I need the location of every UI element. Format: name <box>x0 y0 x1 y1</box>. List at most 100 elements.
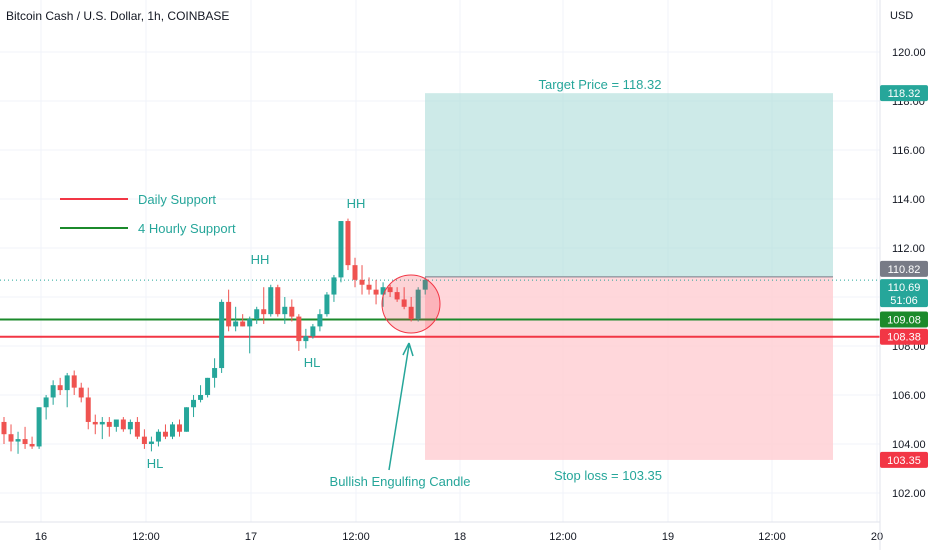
price-tick-label: 102.00 <box>892 488 926 500</box>
candle <box>303 336 309 342</box>
price-badge-label: 108.38 <box>887 332 921 344</box>
legend: Daily Support 4 Hourly Support <box>60 192 236 236</box>
candle <box>261 309 267 315</box>
higher-low-label: HL <box>304 355 321 370</box>
support-levels <box>0 279 880 338</box>
candle <box>8 434 14 442</box>
candle <box>205 377 211 395</box>
candle <box>324 294 330 315</box>
price-badge-label: 118.32 <box>888 88 921 100</box>
higher-low-label: HL <box>147 456 164 471</box>
candle <box>191 399 197 408</box>
candle <box>106 421 112 427</box>
candle <box>233 321 239 327</box>
time-axis[interactable]: 16 12:00 17 12:00 18 12:00 19 12:00 20 <box>0 521 883 543</box>
price-badge <box>880 451 928 468</box>
candle <box>134 421 140 437</box>
countdown-label: 51:06 <box>890 295 918 307</box>
time-tick-label: 12:00 <box>342 531 370 543</box>
legend-label-hourly-support: 4 Hourly Support <box>138 221 236 236</box>
candle <box>92 421 98 425</box>
higher-high-label: HH <box>347 196 366 211</box>
candle <box>162 431 168 437</box>
price-tick-label: 116.00 <box>892 145 925 157</box>
target-zone <box>425 93 833 277</box>
candle <box>359 279 365 285</box>
candle <box>29 444 35 447</box>
time-tick-label: 12:00 <box>132 531 160 543</box>
candle <box>148 441 154 444</box>
candle <box>155 431 161 442</box>
candles <box>1 218 428 454</box>
candle <box>15 439 21 442</box>
candle <box>415 289 421 320</box>
legend-label-daily-support: Daily Support <box>138 192 216 207</box>
candle <box>254 309 260 320</box>
candle <box>78 387 84 398</box>
price-tick-label: 112.00 <box>892 243 925 255</box>
time-tick-label: 12:00 <box>758 531 786 543</box>
candle <box>120 419 126 430</box>
candle <box>387 287 393 293</box>
candle <box>169 424 175 437</box>
candle <box>219 301 225 369</box>
candle <box>141 436 147 444</box>
candle <box>401 299 407 307</box>
arrow-head-icon <box>402 342 414 357</box>
price-badge <box>880 260 928 277</box>
time-tick-label: 12:00 <box>549 531 577 543</box>
candle <box>64 375 70 391</box>
candle <box>394 292 400 300</box>
price-badge-label: 110.82 <box>888 264 921 276</box>
candle <box>177 424 182 432</box>
candle <box>113 419 119 427</box>
target-price-label: Target Price = 118.32 <box>539 77 662 92</box>
price-badge-label: 110.69 <box>888 282 921 294</box>
candle <box>212 368 218 378</box>
price-tick-label: 106.00 <box>892 390 926 402</box>
candle <box>184 407 190 432</box>
candle <box>247 319 253 327</box>
price-badge <box>880 328 928 345</box>
price-tick-label: 104.00 <box>892 439 926 451</box>
engulfing-arrow <box>388 344 410 471</box>
stop-zone <box>425 276 833 460</box>
currency-label: USD <box>890 10 913 22</box>
candle <box>373 289 379 295</box>
candle <box>240 321 246 327</box>
candle <box>380 287 386 295</box>
candle <box>317 314 323 327</box>
position-zones <box>425 93 833 460</box>
time-tick-label: 16 <box>35 531 47 543</box>
price-badge-label: 103.35 <box>887 455 921 467</box>
candle <box>331 277 337 295</box>
candle <box>366 284 372 290</box>
time-tick-label: 18 <box>454 531 466 543</box>
chart-title: Bitcoin Cash / U.S. Dollar, 1h, COINBASE <box>6 9 229 23</box>
price-badge <box>880 85 928 102</box>
candle <box>57 385 63 391</box>
price-badge-label: 109.08 <box>887 315 921 327</box>
price-tick-label: 114.00 <box>892 194 925 206</box>
candle <box>408 306 414 320</box>
candle <box>310 326 316 337</box>
candle <box>345 221 351 266</box>
candle <box>85 397 91 422</box>
candle <box>43 397 49 408</box>
candle <box>50 385 56 398</box>
candle <box>422 279 428 290</box>
candle <box>127 421 133 430</box>
candle <box>289 306 295 317</box>
candle <box>268 287 274 315</box>
candle <box>1 421 7 435</box>
price-tick-label: 120.00 <box>892 47 926 59</box>
candle <box>275 287 281 315</box>
engulfing-highlight <box>381 274 441 334</box>
candle <box>352 265 358 280</box>
candle <box>71 375 77 388</box>
candle <box>296 316 302 342</box>
time-tick-label: 19 <box>662 531 674 543</box>
